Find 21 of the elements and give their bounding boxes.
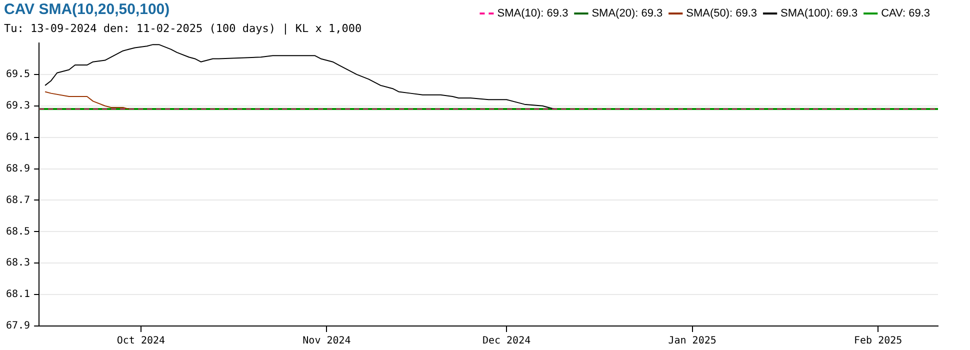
- x-tick-label: Oct 2024: [116, 336, 166, 347]
- legend-label: SMA(10): 69.3: [497, 8, 568, 20]
- y-tick-label: 68.7: [6, 194, 30, 206]
- legend-label: SMA(100): 69.3: [780, 8, 858, 20]
- y-tick-label: 68.3: [6, 258, 30, 269]
- y-tick-label: 68.9: [6, 163, 30, 174]
- legend-label: SMA(20): 69.3: [592, 8, 663, 20]
- y-tick-label: 67.9: [6, 320, 30, 332]
- legend-label: SMA(50): 69.3: [686, 8, 758, 20]
- chart-subtitle: Tu: 13-09-2024 den: 11-02-2025 (100 days) | KL x 1,000: [4, 22, 362, 35]
- y-tick-label: 69.3: [6, 100, 30, 112]
- x-tick-label: Feb 2025: [854, 336, 902, 347]
- y-tick-label: 68.1: [6, 289, 30, 300]
- x-tick-label: Jan 2025: [668, 336, 716, 347]
- x-tick-label: Nov 2024: [302, 336, 351, 347]
- y-tick-label: 69.1: [6, 132, 30, 143]
- legend-label: CAV: 69.3: [881, 8, 930, 20]
- x-tick-label: Dec 2024: [482, 336, 531, 347]
- y-tick-label: 69.5: [6, 69, 30, 80]
- chart-title: CAV SMA(10,20,50,100): [4, 1, 170, 18]
- y-tick-label: 68.5: [6, 226, 30, 238]
